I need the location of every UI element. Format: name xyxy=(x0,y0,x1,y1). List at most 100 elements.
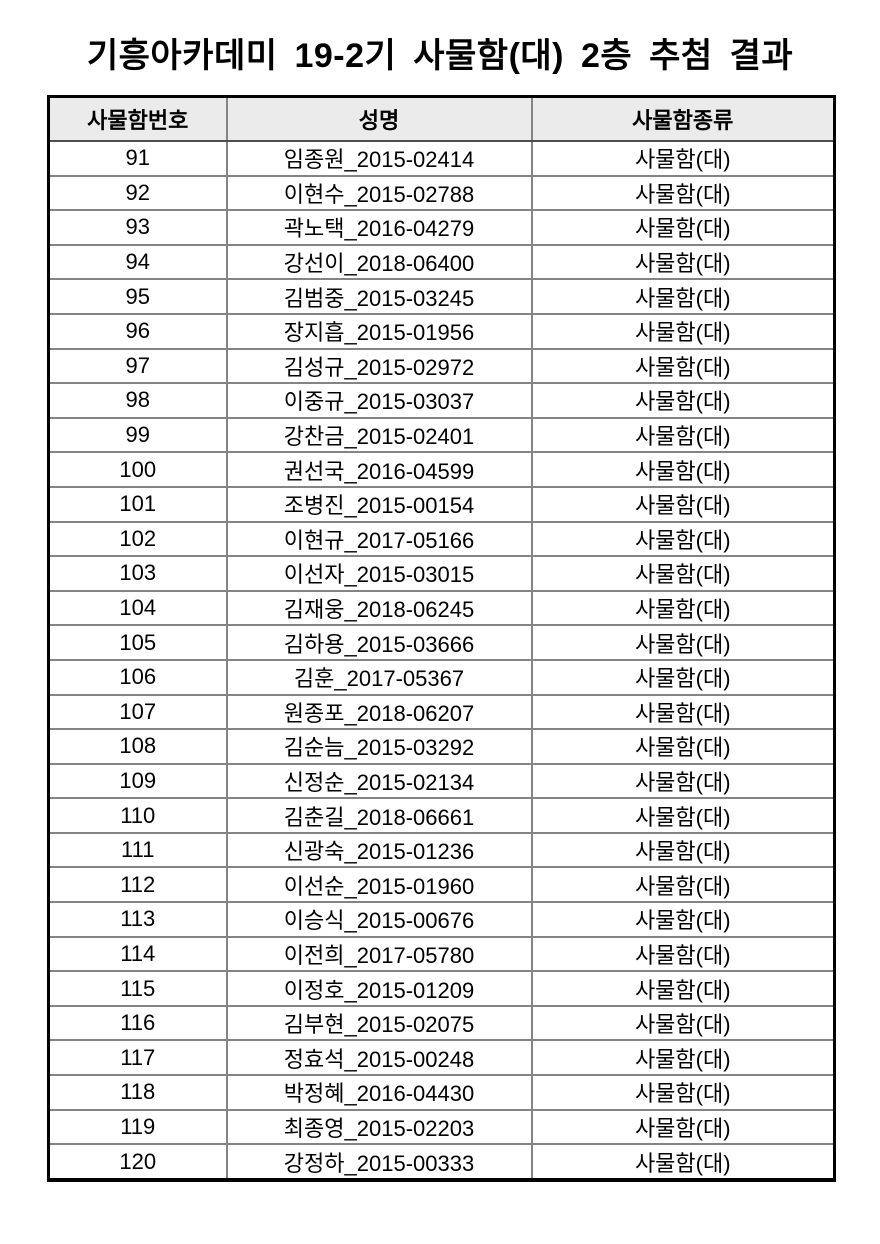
locker-type-cell: 사물함(대) xyxy=(530,174,836,212)
col-header-name: 성명 xyxy=(225,95,533,142)
table-row: 98 이중규_2015-03037 사물함(대) xyxy=(47,382,836,419)
locker-type-cell: 사물함(대) xyxy=(530,140,836,177)
locker-number-cell: 111 xyxy=(47,831,228,869)
table-row: 106 김훈_2017-05367 사물함(대) xyxy=(47,658,836,696)
name-cell: 김부현_2015-02075 xyxy=(225,1004,533,1042)
name-cell: 김하용_2015-03666 xyxy=(225,624,533,661)
locker-type-cell: 사물함(대) xyxy=(530,347,836,385)
name-cell: 권선국_2016-04599 xyxy=(225,451,533,488)
name-cell: 이전희_2017-05780 xyxy=(225,935,533,973)
locker-type-cell: 사물함(대) xyxy=(530,520,836,558)
name-cell: 조병진_2015-00154 xyxy=(225,485,533,523)
table-row: 104 김재웅_2018-06245 사물함(대) xyxy=(47,589,836,627)
locker-type-cell: 사물함(대) xyxy=(530,1143,836,1181)
locker-type-cell: 사물함(대) xyxy=(530,485,836,523)
table-body: 91 임종원_2015-02414 사물함(대) 92 이현수_2015-02788 사물… xyxy=(47,140,836,1181)
name-cell: 김범중_2015-03245 xyxy=(225,278,533,315)
locker-number-cell: 101 xyxy=(47,485,228,523)
locker-number-cell: 93 xyxy=(47,209,228,246)
table-row: 103 이선자_2015-03015 사물함(대) xyxy=(47,555,836,592)
locker-type-cell: 사물함(대) xyxy=(530,797,836,834)
name-cell: 신정순_2015-02134 xyxy=(225,762,533,800)
locker-number-cell: 91 xyxy=(47,140,228,177)
table-row: 118 박정혜_2016-04430 사물함(대) xyxy=(47,1074,836,1111)
locker-number-cell: 106 xyxy=(47,658,228,696)
name-cell: 장지흡_2015-01956 xyxy=(225,312,533,350)
table-row: 116 김부현_2015-02075 사물함(대) xyxy=(47,1004,836,1042)
name-cell: 강정하_2015-00333 xyxy=(225,1143,533,1181)
locker-number-cell: 113 xyxy=(47,901,228,938)
name-cell: 강찬금_2015-02401 xyxy=(225,416,533,454)
locker-type-cell: 사물함(대) xyxy=(530,901,836,938)
name-cell: 이승식_2015-00676 xyxy=(225,901,533,938)
locker-type-cell: 사물함(대) xyxy=(530,382,836,419)
locker-type-cell: 사물함(대) xyxy=(530,728,836,765)
table-row: 101 조병진_2015-00154 사물함(대) xyxy=(47,485,836,523)
locker-number-cell: 120 xyxy=(47,1143,228,1181)
locker-type-cell: 사물함(대) xyxy=(530,451,836,488)
locker-number-cell: 98 xyxy=(47,382,228,419)
locker-type-cell: 사물함(대) xyxy=(530,589,836,627)
locker-type-cell: 사물함(대) xyxy=(530,624,836,661)
locker-type-cell: 사물함(대) xyxy=(530,209,836,246)
name-cell: 김재웅_2018-06245 xyxy=(225,589,533,627)
table-row: 91 임종원_2015-02414 사물함(대) xyxy=(47,140,836,177)
locker-number-cell: 105 xyxy=(47,624,228,661)
locker-type-cell: 사물함(대) xyxy=(530,416,836,454)
name-cell: 원종포_2018-06207 xyxy=(225,693,533,731)
locker-number-cell: 107 xyxy=(47,693,228,731)
locker-number-cell: 99 xyxy=(47,416,228,454)
locker-type-cell: 사물함(대) xyxy=(530,1004,836,1042)
table-row: 97 김성규_2015-02972 사물함(대) xyxy=(47,347,836,385)
locker-number-cell: 100 xyxy=(47,451,228,488)
locker-number-cell: 108 xyxy=(47,728,228,765)
page-title: 기흥아카데미 19-2기 사물함(대) 2층 추첨 결과 xyxy=(86,37,794,75)
name-cell: 이선자_2015-03015 xyxy=(225,555,533,592)
locker-number-cell: 109 xyxy=(47,762,228,800)
name-cell: 이정호_2015-01209 xyxy=(225,970,533,1007)
name-cell: 이현규_2017-05166 xyxy=(225,520,533,558)
locker-number-cell: 92 xyxy=(47,174,228,212)
locker-type-cell: 사물함(대) xyxy=(530,1108,836,1146)
table-row: 100 권선국_2016-04599 사물함(대) xyxy=(47,451,836,488)
table-row: 108 김순늠_2015-03292 사물함(대) xyxy=(47,728,836,765)
locker-number-cell: 96 xyxy=(47,312,228,350)
table-row: 99 강찬금_2015-02401 사물함(대) xyxy=(47,416,836,454)
locker-number-cell: 119 xyxy=(47,1108,228,1146)
locker-type-cell: 사물함(대) xyxy=(530,970,836,1007)
locker-assignment-table: 사물함번호 성명 사물함종류 91 임종원_2015-02414 사물함(대) 92 이… xyxy=(47,95,836,1182)
table-row: 111 신광숙_2015-01236 사물함(대) xyxy=(47,831,836,869)
col-header-locker-number: 사물함번호 xyxy=(47,95,228,142)
table-row: 94 강선이_2018-06400 사물함(대) xyxy=(47,243,836,281)
table-row: 115 이정호_2015-01209 사물함(대) xyxy=(47,970,836,1007)
name-cell: 이현수_2015-02788 xyxy=(225,174,533,212)
table-row: 112 이선순_2015-01960 사물함(대) xyxy=(47,866,836,904)
table-row: 117 정효석_2015-00248 사물함(대) xyxy=(47,1039,836,1077)
name-cell: 이선순_2015-01960 xyxy=(225,866,533,904)
locker-type-cell: 사물함(대) xyxy=(530,1074,836,1111)
locker-number-cell: 103 xyxy=(47,555,228,592)
locker-number-cell: 115 xyxy=(47,970,228,1007)
locker-type-cell: 사물함(대) xyxy=(530,312,836,350)
name-cell: 신광숙_2015-01236 xyxy=(225,831,533,869)
table-row: 113 이승식_2015-00676 사물함(대) xyxy=(47,901,836,938)
table-row: 95 김범중_2015-03245 사물함(대) xyxy=(47,278,836,315)
name-cell: 강선이_2018-06400 xyxy=(225,243,533,281)
name-cell: 이중규_2015-03037 xyxy=(225,382,533,419)
table-row: 105 김하용_2015-03666 사물함(대) xyxy=(47,624,836,661)
locker-number-cell: 117 xyxy=(47,1039,228,1077)
locker-type-cell: 사물함(대) xyxy=(530,243,836,281)
name-cell: 임종원_2015-02414 xyxy=(225,140,533,177)
table-row: 110 김춘길_2018-06661 사물함(대) xyxy=(47,797,836,834)
locker-number-cell: 114 xyxy=(47,935,228,973)
locker-type-cell: 사물함(대) xyxy=(530,831,836,869)
locker-type-cell: 사물함(대) xyxy=(530,935,836,973)
table-row: 93 곽노택_2016-04279 사물함(대) xyxy=(47,209,836,246)
locker-type-cell: 사물함(대) xyxy=(530,866,836,904)
locker-number-cell: 118 xyxy=(47,1074,228,1111)
name-cell: 김훈_2017-05367 xyxy=(225,658,533,696)
name-cell: 김춘길_2018-06661 xyxy=(225,797,533,834)
table-header-row: 사물함번호 성명 사물함종류 xyxy=(47,95,836,142)
locker-number-cell: 102 xyxy=(47,520,228,558)
